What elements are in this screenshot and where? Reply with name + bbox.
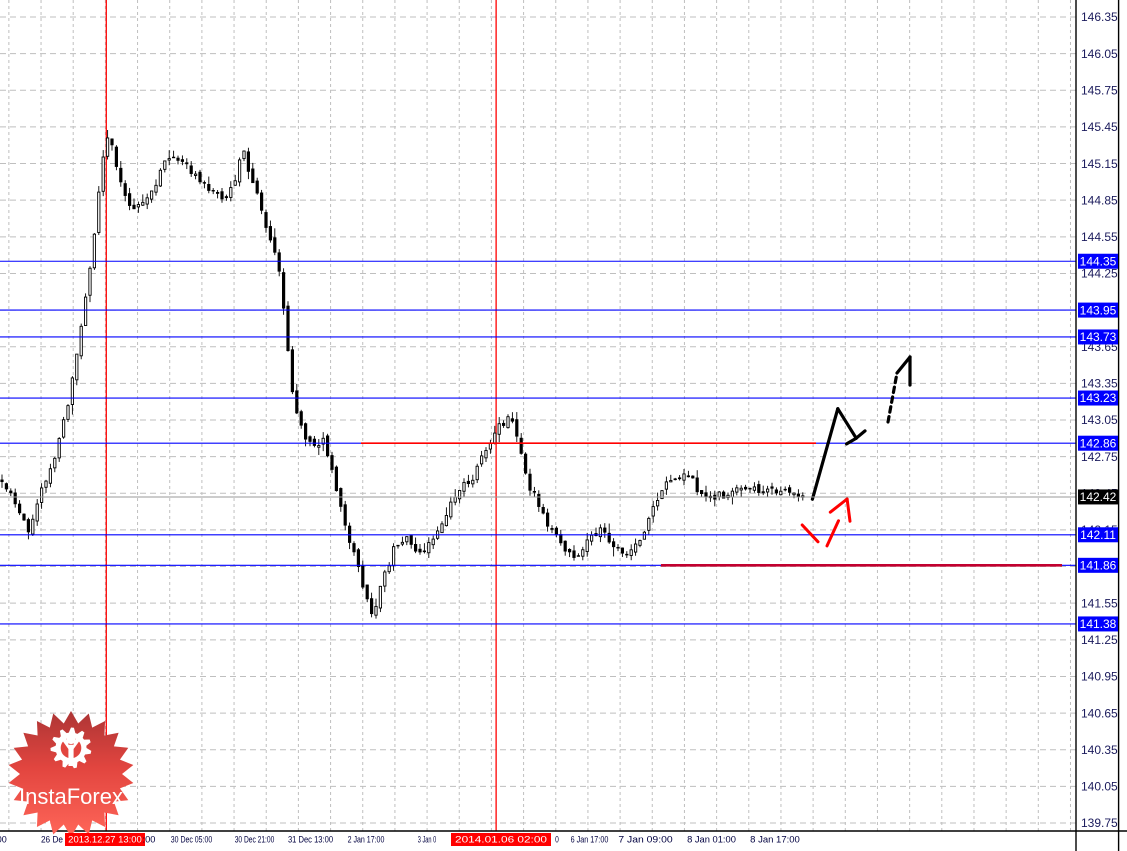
svg-text::00: :00 <box>143 835 156 845</box>
svg-text:30 Dec 21:00: 30 Dec 21:00 <box>235 835 275 845</box>
svg-text:145.75: 145.75 <box>1081 83 1118 97</box>
svg-text:140.95: 140.95 <box>1081 670 1118 684</box>
svg-text:141.38: 141.38 <box>1080 617 1117 631</box>
svg-text:143.23: 143.23 <box>1080 391 1117 405</box>
svg-text:142.75: 142.75 <box>1081 450 1118 464</box>
svg-text:142.11: 142.11 <box>1080 528 1116 542</box>
svg-text:145.15: 145.15 <box>1081 157 1118 171</box>
svg-text:144.85: 144.85 <box>1081 193 1118 207</box>
svg-text:141.25: 141.25 <box>1081 633 1118 647</box>
svg-text:146.35: 146.35 <box>1081 10 1118 24</box>
svg-text:8 Jan 17:00: 8 Jan 17:00 <box>750 835 800 845</box>
svg-text:141.55: 141.55 <box>1081 596 1118 610</box>
svg-text:144.25: 144.25 <box>1081 267 1118 281</box>
svg-text:2014.01.06 02:00: 2014.01.06 02:00 <box>455 835 547 845</box>
svg-text:31 Dec 13:00: 31 Dec 13:00 <box>288 835 333 845</box>
svg-text:142.42: 142.42 <box>1080 490 1117 504</box>
svg-text:143.05: 143.05 <box>1081 413 1118 427</box>
svg-text:2 Jan 17:00: 2 Jan 17:00 <box>348 835 385 845</box>
svg-text:143.95: 143.95 <box>1080 303 1117 317</box>
svg-text:140.05: 140.05 <box>1081 780 1118 794</box>
svg-text:145.45: 145.45 <box>1081 120 1118 134</box>
svg-text:140.35: 140.35 <box>1081 743 1118 757</box>
svg-text:6 Jan 17:00: 6 Jan 17:00 <box>571 835 609 845</box>
svg-text:3 Jan 0: 3 Jan 0 <box>418 835 436 845</box>
svg-text:143.73: 143.73 <box>1080 330 1117 344</box>
svg-text:26 De: 26 De <box>41 835 63 845</box>
svg-text:146.05: 146.05 <box>1081 47 1118 61</box>
svg-text:7 Jan 09:00: 7 Jan 09:00 <box>618 835 672 845</box>
svg-text:c 17:00: c 17:00 <box>0 835 7 845</box>
svg-text:144.55: 144.55 <box>1081 230 1118 244</box>
svg-text:InstaForex: InstaForex <box>19 784 123 809</box>
svg-text:2013.12.27 13:00: 2013.12.27 13:00 <box>68 835 142 845</box>
svg-text:30 Dec 05:00: 30 Dec 05:00 <box>171 835 212 845</box>
svg-text:139.75: 139.75 <box>1081 816 1118 830</box>
svg-text:0: 0 <box>555 835 559 845</box>
svg-text:142.86: 142.86 <box>1080 436 1117 450</box>
svg-text:141.86: 141.86 <box>1080 559 1117 573</box>
svg-text:144.35: 144.35 <box>1080 254 1117 268</box>
svg-text:140.65: 140.65 <box>1081 706 1118 720</box>
svg-text:8 Jan 01:00: 8 Jan 01:00 <box>687 835 736 845</box>
svg-text:143.35: 143.35 <box>1081 377 1118 391</box>
